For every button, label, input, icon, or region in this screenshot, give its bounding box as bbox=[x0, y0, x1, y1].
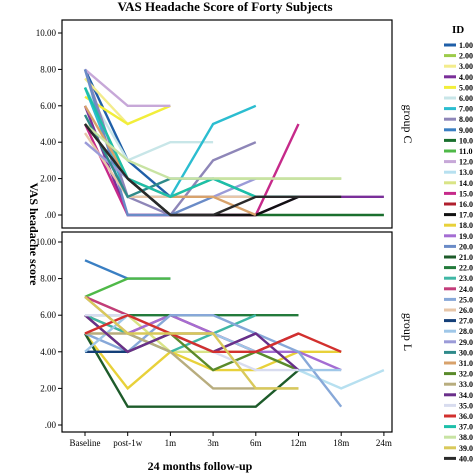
legend-label: 29.0 bbox=[459, 338, 473, 347]
legend-label: 38.0 bbox=[459, 433, 473, 442]
legend-label: 5.00 bbox=[459, 83, 473, 92]
legend-label: 34.0 bbox=[459, 391, 473, 400]
series-line-6.00 bbox=[83, 86, 214, 162]
legend-label: 16.0 bbox=[459, 200, 473, 209]
legend-label: 3.00 bbox=[459, 62, 473, 71]
y-tick-label: 6.00 bbox=[40, 101, 56, 111]
x-tick-label: post-1w bbox=[113, 438, 143, 448]
x-tick-label: 1m bbox=[165, 438, 177, 448]
legend-label: 6.00 bbox=[459, 94, 473, 103]
facet-label: group C bbox=[401, 105, 415, 144]
legend-label: 8.00 bbox=[459, 115, 473, 124]
y-tick-label: 8.00 bbox=[40, 64, 56, 74]
legend-label: 40.0 bbox=[459, 454, 473, 463]
x-tick-label: 24m bbox=[376, 438, 392, 448]
panel-frame bbox=[61, 231, 393, 433]
y-tick-label: 4.00 bbox=[40, 347, 56, 357]
legend-label: 30.0 bbox=[459, 348, 473, 357]
series-line-5.00 bbox=[84, 95, 171, 126]
legend-title: ID bbox=[452, 24, 464, 36]
legend-label: 31.0 bbox=[459, 359, 473, 368]
x-tick-label: 18m bbox=[333, 438, 349, 448]
y-tick-label: 2.00 bbox=[40, 383, 56, 393]
chart-panels: 10.00 8.00 6.00 4.00 2.00 .00 group C 10.00 8.00… bbox=[36, 19, 415, 433]
legend-label: 28.0 bbox=[459, 327, 473, 336]
legend-label: 1.00 bbox=[459, 41, 473, 50]
y-tick-label: 10.00 bbox=[36, 237, 57, 247]
legend-label: 21.0 bbox=[459, 253, 473, 262]
legend-label: 39.0 bbox=[459, 444, 473, 453]
legend-label: 36.0 bbox=[459, 412, 473, 421]
legend-label: 35.0 bbox=[459, 401, 473, 410]
legend-label: 22.0 bbox=[459, 264, 473, 273]
series-line-38.00 bbox=[84, 123, 342, 180]
y-tick-label: 8.00 bbox=[40, 274, 56, 284]
legend-label: 7.00 bbox=[459, 105, 473, 114]
legend-label: 13.0 bbox=[459, 168, 473, 177]
y-tick-label: .00 bbox=[45, 210, 57, 220]
y-tick-label: 4.00 bbox=[40, 137, 56, 147]
x-tick-label: 3m bbox=[207, 438, 219, 448]
legend-label: 25.0 bbox=[459, 295, 473, 304]
legend-label: 9.00 bbox=[459, 126, 473, 135]
legend-label: 24.0 bbox=[459, 285, 473, 294]
legend-label: 20.0 bbox=[459, 242, 473, 251]
legend-label: 32.0 bbox=[459, 370, 473, 379]
x-axis-label: 24 months follow-up bbox=[148, 459, 253, 473]
legend-label: 2.00 bbox=[459, 52, 473, 61]
legend-label: 12.0 bbox=[459, 158, 473, 167]
legend-label: 11.0 bbox=[459, 147, 473, 156]
legend-label: 15.0 bbox=[459, 189, 473, 198]
x-tick-label: 6m bbox=[250, 438, 262, 448]
legend-label: 33.0 bbox=[459, 380, 473, 389]
series-line-39.00 bbox=[84, 295, 299, 390]
legend-label: 17.0 bbox=[459, 211, 473, 220]
legend: 1.00 2.003.00 4.005.00 6.00 7.008.00 9.0010.0… bbox=[444, 41, 473, 463]
legend-label: 19.0 bbox=[459, 232, 473, 241]
legend-label: 4.00 bbox=[459, 73, 473, 82]
panel-group-l: 10.00 8.00 6.00 4.00 2.00 .00 group L bbox=[36, 231, 415, 433]
legend-label: 23.0 bbox=[459, 274, 473, 283]
x-tick-label: Baseline bbox=[70, 438, 101, 448]
chart-title: VAS Headache Score of Forty Subjects bbox=[117, 0, 332, 14]
series-line-40.00 bbox=[84, 123, 342, 217]
panel-group-c: 10.00 8.00 6.00 4.00 2.00 .00 group C bbox=[36, 19, 415, 229]
legend-label: 37.0 bbox=[459, 423, 473, 432]
legend-label: 27.0 bbox=[459, 317, 473, 326]
y-tick-label: 2.00 bbox=[40, 174, 56, 184]
series-line-36.00 bbox=[84, 313, 342, 353]
x-axis: Baseline post-1w 1m 3m 6m 12m 18m 24m bbox=[70, 432, 392, 448]
y-tick-label: 10.00 bbox=[36, 28, 57, 38]
legend-label: 10.0 bbox=[459, 136, 473, 145]
y-axis-label: VAS headache score bbox=[27, 183, 41, 287]
facet-label: group L bbox=[401, 313, 415, 351]
series-line-21.00 bbox=[83, 332, 300, 408]
series-line-11.00 bbox=[84, 277, 171, 299]
y-tick-label: .00 bbox=[45, 420, 57, 430]
legend-label: 26.0 bbox=[459, 306, 473, 315]
y-tick-label: 6.00 bbox=[40, 310, 56, 320]
series-line-12.00 bbox=[84, 68, 171, 108]
legend-label: 18.0 bbox=[459, 221, 473, 230]
x-tick-label: 12m bbox=[290, 438, 306, 448]
legend-label: 14.0 bbox=[459, 179, 473, 188]
